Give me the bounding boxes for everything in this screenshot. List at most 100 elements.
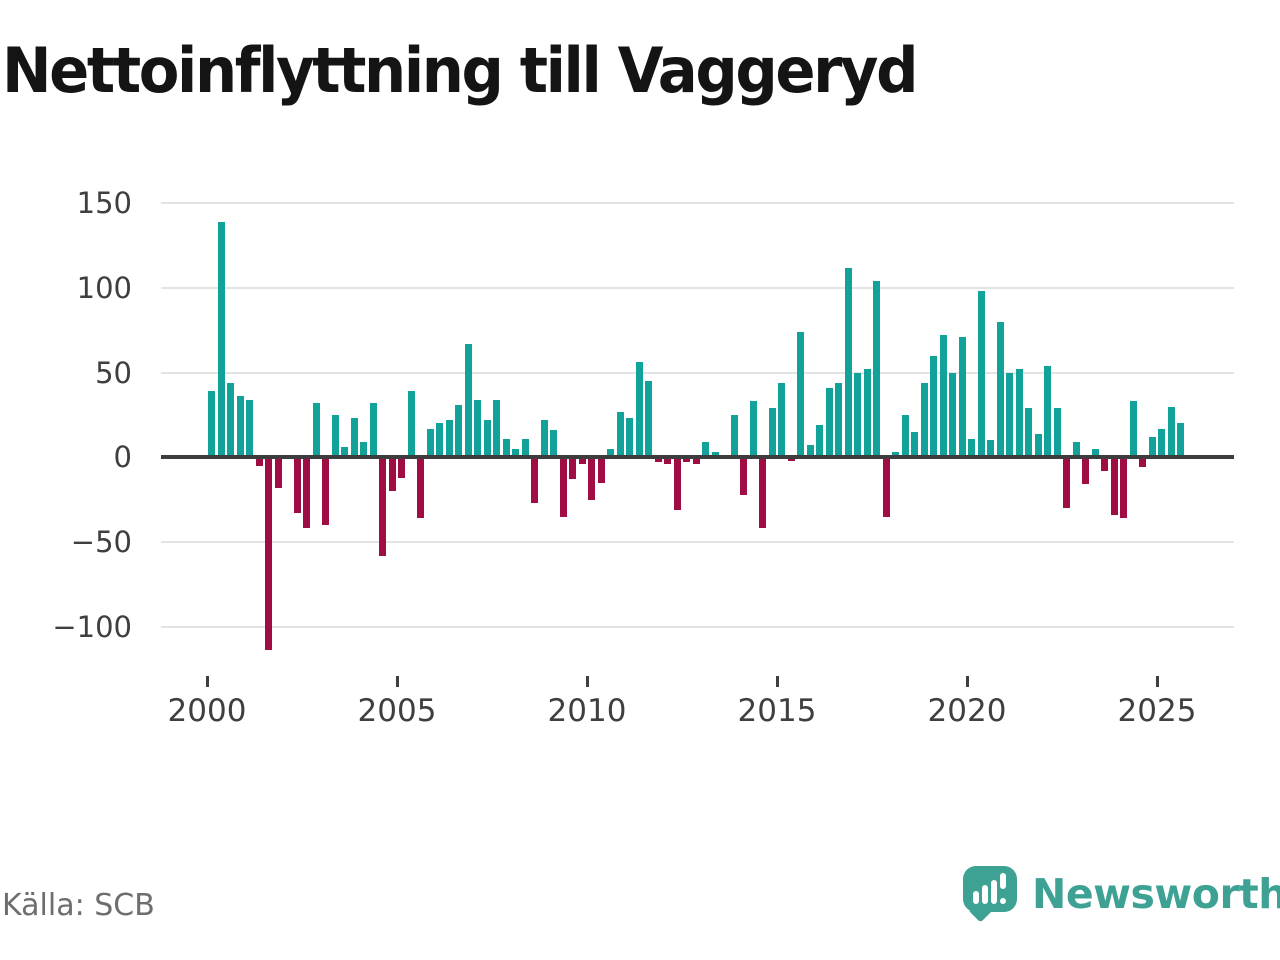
logo-exclamation-icon: [1000, 873, 1006, 889]
bar-2017Q4: [882, 457, 890, 517]
bar-2006Q1: [436, 423, 444, 458]
bar-2020Q2: [977, 291, 985, 458]
zero-baseline: [161, 455, 1234, 460]
bar-2020Q3: [987, 440, 995, 458]
bar-2001Q1: [246, 399, 254, 458]
bar-2020Q4: [996, 321, 1004, 458]
bar-2018Q2: [901, 414, 909, 458]
y-axis-tick-label: 50: [95, 355, 132, 390]
bar-2018Q4: [920, 382, 928, 458]
bar-2003Q2: [331, 414, 339, 458]
bar-2025Q3: [1177, 423, 1185, 458]
logo-bar-icon: [991, 880, 997, 904]
bar-2000Q4: [236, 396, 244, 458]
bar-2008Q3: [531, 457, 539, 504]
bar-2014Q2: [749, 401, 757, 458]
bar-2024Q3: [1139, 457, 1147, 468]
chart-title: Nettoinflyttning till Vaggeryd: [2, 34, 919, 107]
bar-2003Q4: [350, 418, 358, 458]
logo-bar-icon: [982, 885, 988, 904]
bar-2020Q1: [968, 438, 976, 458]
bar-2005Q4: [426, 428, 434, 458]
bar-2019Q3: [949, 372, 957, 458]
bar-2004Q1: [360, 442, 368, 458]
bar-2024Q2: [1129, 401, 1137, 458]
bar-2001Q4: [274, 457, 282, 488]
bar-2013Q2: [711, 452, 719, 458]
bar-2010Q1: [588, 457, 596, 500]
bar-2009Q2: [559, 457, 567, 517]
bar-2014Q1: [740, 457, 748, 495]
bar-2006Q3: [455, 404, 463, 458]
bar-2017Q2: [863, 369, 871, 458]
bar-2019Q2: [939, 335, 947, 458]
bar-2021Q4: [1034, 433, 1042, 458]
y-axis-tick-label: 0: [113, 440, 132, 475]
bar-2005Q2: [407, 391, 415, 458]
y-axis-tick-label: −50: [70, 524, 132, 559]
bar-2005Q3: [417, 457, 425, 519]
bar-2014Q3: [759, 457, 767, 529]
bar-2022Q2: [1053, 408, 1061, 458]
bar-2016Q2: [825, 387, 833, 458]
bar-2022Q4: [1072, 442, 1080, 458]
bar-2013Q4: [730, 414, 738, 458]
x-axis-tick-label: 2025: [1117, 693, 1197, 729]
y-axis-tick-label: 150: [76, 186, 132, 221]
bar-2003Q1: [322, 457, 330, 526]
bar-2013Q1: [702, 442, 710, 458]
bar-2023Q1: [1082, 457, 1090, 485]
logo-exclamation-dot-icon: [1000, 898, 1006, 904]
x-axis-tick-label: 2020: [927, 693, 1007, 729]
y-gridline: [161, 625, 1234, 628]
source-label: Källa: SCB: [2, 888, 155, 923]
bar-2007Q1: [474, 399, 482, 458]
x-axis-tick-label: 2015: [737, 693, 817, 729]
bar-2023Q4: [1110, 457, 1118, 515]
bar-2016Q3: [835, 382, 843, 458]
bar-2017Q1: [854, 372, 862, 458]
bar-2010Q2: [597, 457, 605, 483]
y-gridline: [161, 540, 1234, 543]
logo-bar-icon: [973, 891, 979, 904]
bar-2006Q2: [445, 420, 453, 458]
bar-2005Q1: [398, 457, 406, 478]
bar-2024Q1: [1120, 457, 1128, 519]
bar-2022Q1: [1044, 365, 1052, 458]
bar-2007Q3: [493, 399, 501, 458]
bar-2006Q4: [464, 343, 472, 458]
bar-2023Q3: [1101, 457, 1109, 471]
bar-2009Q3: [569, 457, 577, 480]
x-axis-tick: [205, 676, 209, 687]
bar-2018Q1: [892, 452, 900, 458]
y-gridline: [161, 202, 1234, 205]
bar-2011Q4: [654, 457, 662, 463]
x-axis-tick: [1155, 676, 1159, 687]
bar-2016Q4: [844, 267, 852, 458]
x-axis-tick-label: 2010: [547, 693, 627, 729]
bar-2008Q1: [512, 448, 520, 458]
bar-2004Q3: [379, 457, 387, 556]
newsworthy-speech-bubble-chart-icon: [963, 866, 1017, 912]
newsworthy-logo: Newsworthy: [960, 862, 1280, 932]
bar-2004Q4: [388, 457, 396, 492]
bar-2004Q2: [369, 403, 377, 458]
bar-2012Q3: [683, 457, 691, 463]
x-axis-tick-label: 2005: [357, 693, 437, 729]
bar-2009Q4: [578, 457, 586, 465]
bar-2025Q2: [1167, 406, 1175, 458]
bar-2011Q1: [626, 418, 634, 458]
bar-2000Q2: [217, 221, 225, 458]
x-axis-tick: [395, 676, 399, 687]
bar-2024Q4: [1148, 436, 1156, 458]
bar-2019Q4: [958, 337, 966, 458]
bar-2007Q4: [502, 438, 510, 458]
brand-name: Newsworthy: [1032, 870, 1280, 918]
bar-2021Q1: [1006, 372, 1014, 458]
x-axis-tick: [775, 676, 779, 687]
bar-2002Q3: [303, 457, 311, 529]
bar-2010Q3: [607, 448, 615, 458]
bar-2011Q2: [635, 362, 643, 458]
